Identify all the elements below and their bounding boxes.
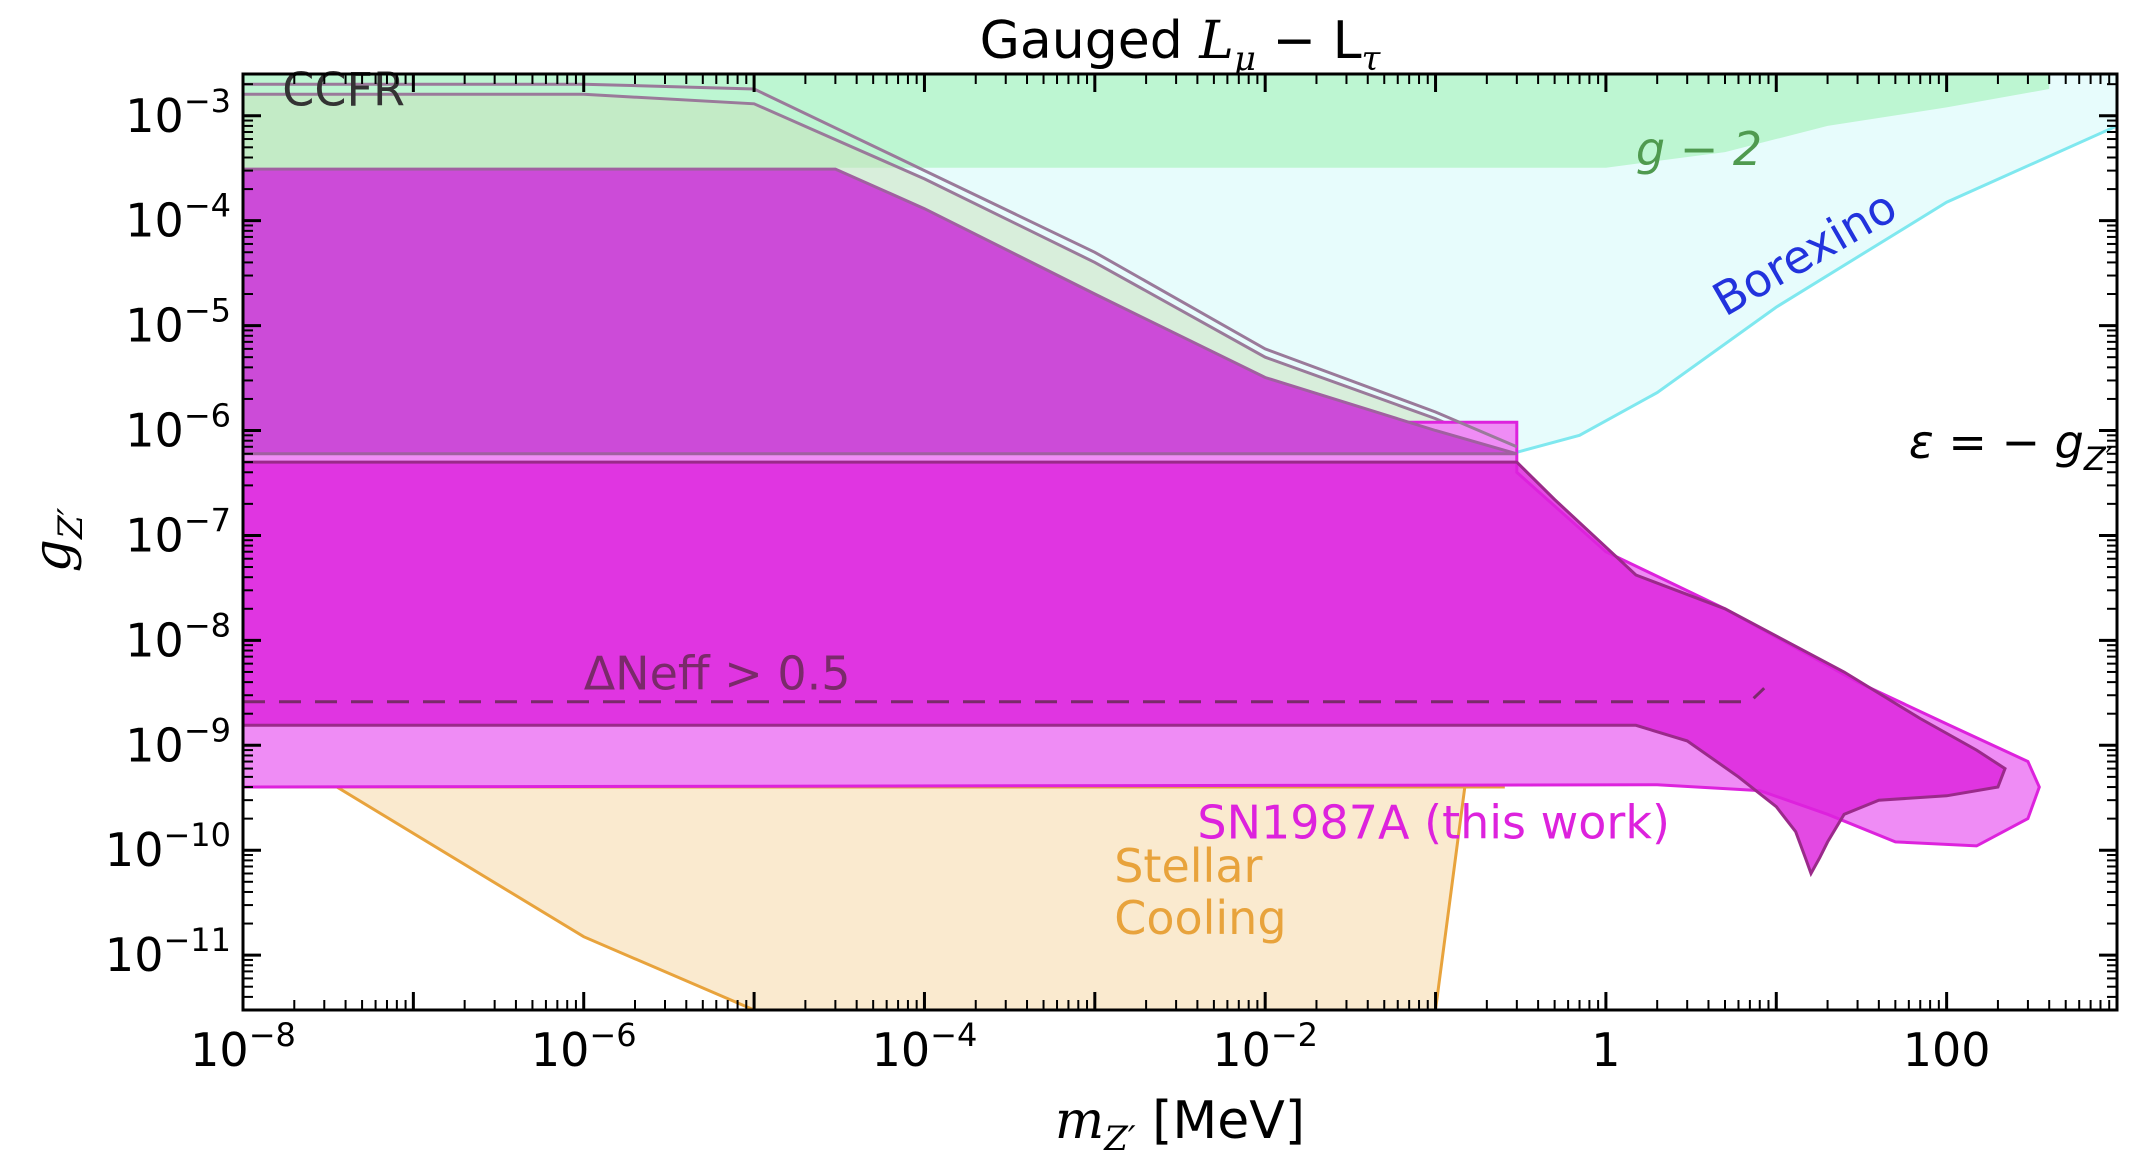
plot-frame: [241, 72, 2119, 1012]
y-tick-label: 10−8: [125, 606, 231, 667]
y-tick-label: 10−11: [105, 921, 231, 982]
y-tick-label: 10−7: [125, 501, 231, 562]
x-tick-label: 10−6: [531, 1016, 637, 1077]
y-axis-ticks: 10−3 10−4 10−5 10−6 10−7 10−8 10−9 10−10 10−11: [105, 82, 2117, 1011]
line-ccfr-upper-edge: [243, 82, 1518, 449]
region-sn1987a-upper: [243, 167, 1518, 456]
x-tick-label: 1: [1591, 1023, 1620, 1077]
x-tick-label: 10−2: [1212, 1016, 1318, 1077]
y-tick-label: 10−5: [125, 292, 231, 353]
label-g-2: g − 2: [1636, 122, 1762, 176]
x-axis-ticks: 10−8 10−6 10−4 10−2 1 100: [190, 74, 2119, 1077]
x-tick-label: 10−4: [872, 1016, 978, 1077]
x-tick-label: 100: [1903, 1023, 1991, 1077]
x-axis-label: mZ′ [MeV]: [1055, 1091, 1305, 1159]
annotation-epsilon-relation: ε = − gZ′: [1909, 415, 2114, 478]
y-tick-label: 10−10: [105, 816, 231, 877]
chart-title: Gauged Lμ − Lτ: [980, 11, 1382, 79]
region-sn1987a-inner: [243, 460, 2007, 878]
y-tick-label: 10−4: [125, 187, 231, 248]
label-sn1987a-this-work: SN1987A (this work): [1197, 795, 1670, 849]
lines-layer: [243, 82, 1766, 704]
y-tick-label: 10−9: [125, 711, 231, 772]
y-tick-label: 10−3: [125, 82, 231, 143]
y-tick-label: 10−6: [125, 397, 231, 458]
line-neff-0-5: [243, 687, 1766, 704]
label-neff-0-5: ΔNeff > 0.5: [584, 647, 851, 701]
label-stellar-cooling: Stellar Cooling: [1114, 839, 1286, 945]
label-ccfr: CCFR: [282, 63, 405, 117]
regions-layer: [243, 74, 2117, 1010]
x-tick-label: 10−8: [190, 1016, 296, 1077]
y-axis-label: gZ′: [23, 507, 91, 572]
